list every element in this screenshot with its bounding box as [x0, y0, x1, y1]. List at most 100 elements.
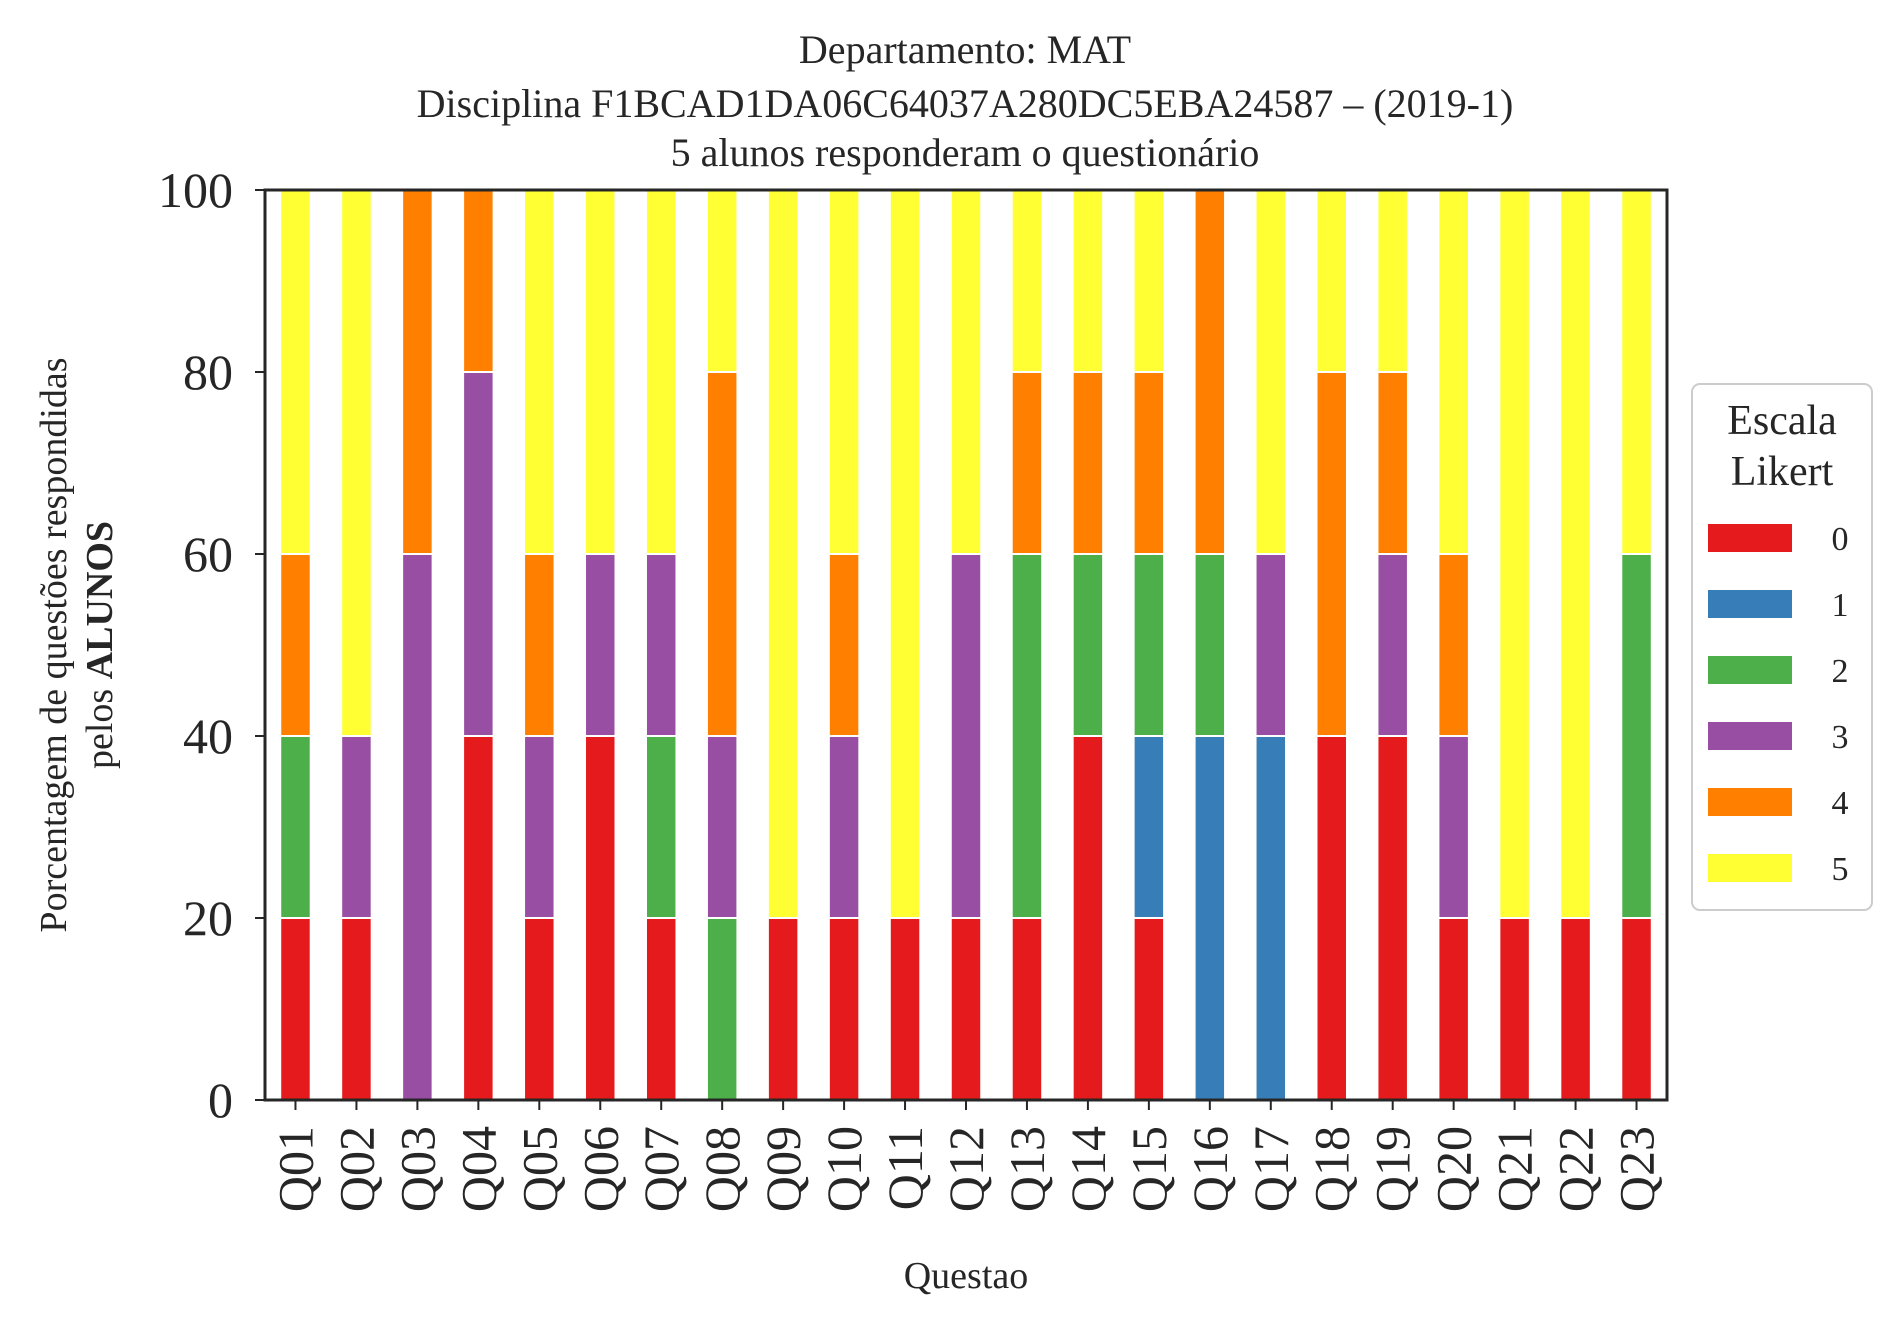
y-axis-label-bold: ALUNOS — [79, 521, 121, 679]
bar-q01-likert-0 — [279, 917, 312, 1101]
bar-q09-likert-0 — [766, 917, 800, 1101]
bar-q15-likert-5 — [1132, 189, 1166, 373]
bar-q19-likert-3 — [1376, 553, 1409, 737]
bars-group — [279, 189, 1653, 1101]
legend-label-0: 0 — [1832, 521, 1849, 558]
bar-q10-likert-5 — [827, 189, 861, 555]
title-line-1: Departamento: MAT — [799, 27, 1131, 72]
bar-q18-likert-0 — [1315, 735, 1348, 1101]
bar-q15-likert-1 — [1132, 735, 1166, 919]
bar-q05-likert-5 — [523, 189, 556, 555]
y-axis-label-line-2: pelos ALUNOS — [79, 521, 121, 769]
y-tick-label-40: 40 — [183, 708, 233, 764]
legend-swatch-1 — [1708, 590, 1792, 618]
bar-q04-likert-4 — [462, 189, 495, 373]
bar-q13-likert-2 — [1010, 553, 1044, 919]
bar-q18-likert-4 — [1315, 371, 1348, 737]
bar-q17-likert-3 — [1254, 553, 1288, 737]
legend-swatch-2 — [1708, 656, 1792, 684]
bar-q13-likert-4 — [1010, 371, 1044, 555]
bar-q08-likert-3 — [705, 735, 739, 919]
bar-q06-likert-0 — [584, 735, 617, 1101]
bar-q12-likert-5 — [949, 189, 983, 555]
bar-q23-likert-5 — [1620, 189, 1653, 555]
bar-q08-likert-5 — [705, 189, 739, 373]
legend-box — [1691, 383, 1873, 911]
bar-q21-likert-0 — [1498, 917, 1531, 1101]
bar-q14-likert-2 — [1071, 553, 1105, 737]
x-tick-label-q12: Q12 — [938, 1126, 994, 1212]
bar-q07-likert-0 — [644, 917, 678, 1101]
y-axis-ticks: 0 20 40 60 80 100 — [158, 162, 265, 1128]
bar-q14-likert-5 — [1071, 189, 1105, 373]
x-tick-label-q16: Q16 — [1182, 1126, 1238, 1212]
bar-q16-likert-4 — [1193, 189, 1227, 555]
bar-q07-likert-3 — [644, 553, 678, 737]
bar-q06-likert-5 — [584, 189, 617, 555]
x-tick-label-q21: Q21 — [1487, 1126, 1543, 1212]
bar-q01-likert-2 — [279, 735, 312, 919]
bar-q07-likert-2 — [644, 735, 678, 919]
legend-label-3: 3 — [1832, 719, 1849, 756]
chart-title: Departamento: MAT Disciplina F1BCAD1DA06… — [417, 27, 1514, 175]
bar-q16-likert-2 — [1193, 553, 1227, 737]
bar-q20-likert-4 — [1437, 553, 1470, 737]
bar-q23-likert-2 — [1620, 553, 1653, 919]
y-tick-label-100: 100 — [158, 162, 233, 218]
legend-swatch-4 — [1708, 788, 1792, 816]
bar-q08-likert-4 — [705, 371, 739, 737]
x-tick-label-q04: Q04 — [450, 1126, 506, 1212]
x-tick-label-q07: Q07 — [633, 1126, 689, 1212]
bar-q15-likert-4 — [1132, 371, 1166, 555]
x-tick-label-q19: Q19 — [1365, 1126, 1421, 1212]
x-tick-label-q06: Q06 — [572, 1126, 628, 1212]
x-tick-label-q01: Q01 — [267, 1126, 323, 1212]
legend-swatch-3 — [1708, 722, 1792, 750]
bar-q21-likert-5 — [1498, 189, 1531, 919]
bar-q02-likert-5 — [340, 189, 373, 737]
bar-q14-likert-4 — [1071, 371, 1105, 555]
bar-q17-likert-5 — [1254, 189, 1288, 555]
x-tick-label-q15: Q15 — [1121, 1126, 1177, 1212]
bar-q12-likert-3 — [949, 553, 983, 919]
title-line-3: 5 alunos responderam o questionário — [671, 130, 1260, 175]
bar-q19-likert-5 — [1376, 189, 1409, 373]
bar-q10-likert-0 — [827, 917, 861, 1101]
x-tick-label-q13: Q13 — [999, 1126, 1055, 1212]
bar-q08-likert-2 — [705, 917, 739, 1101]
title-line-2: Disciplina F1BCAD1DA06C64037A280DC5EBA24… — [417, 81, 1514, 126]
bar-q05-likert-0 — [523, 917, 556, 1101]
bar-q11-likert-0 — [888, 917, 922, 1101]
legend: Escala Likert 0 1 2 3 4 5 — [1691, 383, 1873, 911]
bar-q20-likert-5 — [1437, 189, 1470, 555]
x-tick-label-q22: Q22 — [1548, 1126, 1604, 1212]
bar-q11-likert-5 — [888, 189, 922, 919]
bar-q03-likert-4 — [401, 189, 434, 555]
bar-q19-likert-0 — [1376, 735, 1409, 1101]
x-tick-label-q23: Q23 — [1609, 1126, 1665, 1212]
x-tick-label-q05: Q05 — [511, 1126, 567, 1212]
bar-q20-likert-0 — [1437, 917, 1470, 1101]
y-tick-label-0: 0 — [208, 1072, 233, 1128]
y-axis-label-prefix: pelos — [79, 679, 121, 769]
x-tick-label-q03: Q03 — [389, 1126, 445, 1212]
bar-q10-likert-4 — [827, 553, 861, 737]
x-tick-label-q17: Q17 — [1243, 1126, 1299, 1212]
bar-q22-likert-5 — [1559, 189, 1592, 919]
bar-q12-likert-0 — [949, 917, 983, 1101]
bar-q04-likert-0 — [462, 735, 495, 1101]
bar-q18-likert-5 — [1315, 189, 1348, 373]
bar-q19-likert-4 — [1376, 371, 1409, 555]
bar-q17-likert-1 — [1254, 735, 1288, 1101]
x-tick-label-q11: Q11 — [877, 1126, 933, 1210]
legend-label-5: 5 — [1832, 851, 1849, 888]
bar-q09-likert-5 — [766, 189, 800, 919]
bar-q05-likert-4 — [523, 553, 556, 737]
legend-title-line-2: Likert — [1731, 449, 1834, 495]
bar-q16-likert-1 — [1193, 735, 1227, 1101]
x-tick-label-q14: Q14 — [1060, 1126, 1116, 1212]
bar-q02-likert-3 — [340, 735, 373, 919]
bar-q10-likert-3 — [827, 735, 861, 919]
bar-q23-likert-0 — [1620, 917, 1653, 1101]
